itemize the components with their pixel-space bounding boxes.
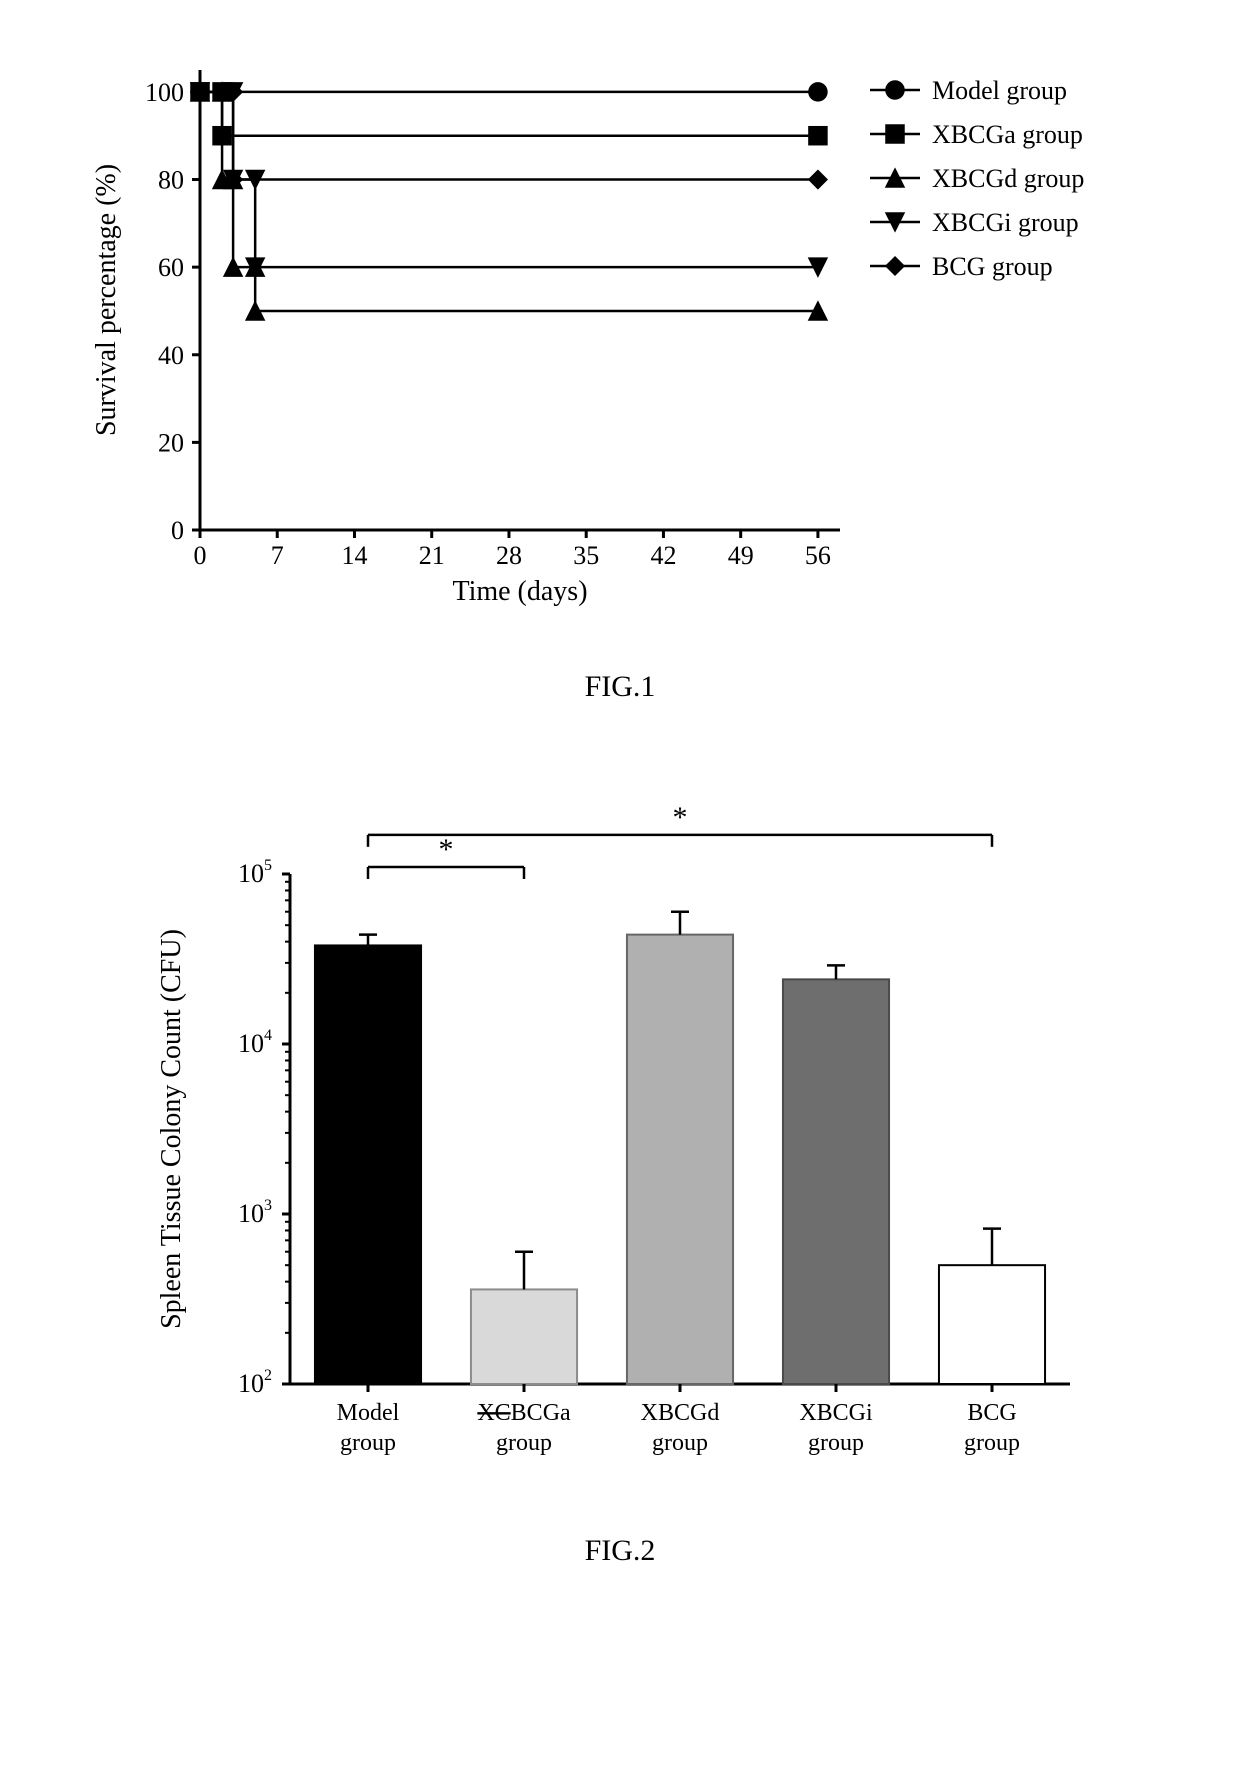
svg-text:102: 102 xyxy=(238,1367,272,1398)
svg-text:35: 35 xyxy=(573,541,599,570)
svg-text:Model: Model xyxy=(337,1400,400,1426)
svg-text:XBCGi group: XBCGi group xyxy=(932,208,1079,237)
svg-text:21: 21 xyxy=(419,541,445,570)
svg-text:60: 60 xyxy=(158,253,184,282)
svg-text:56: 56 xyxy=(805,541,831,570)
svg-text:BCG: BCG xyxy=(967,1400,1016,1426)
figure-1-block: 0 20 40 60 80 100 0 7 14 21 28 35 42 49 56 Time (days) S… xyxy=(60,40,1180,704)
svg-text:XBCGd group: XBCGd group xyxy=(932,164,1084,193)
svg-text:14: 14 xyxy=(341,541,367,570)
svg-text:XBCGa group: XBCGa group xyxy=(932,120,1083,149)
svg-text:group: group xyxy=(496,1430,552,1456)
figure-2-block: 102 103 104 105 Spleen Tissue Colony Count (… xyxy=(60,784,1180,1568)
svg-text:XBCGd: XBCGd xyxy=(641,1400,720,1426)
svg-text:100: 100 xyxy=(145,78,184,107)
svg-text:group: group xyxy=(652,1430,708,1456)
svg-text:Model group: Model group xyxy=(932,76,1067,105)
svg-text:Survival percentage (%): Survival percentage (%) xyxy=(91,164,122,436)
svg-text:XCBCGa: XCBCGa xyxy=(477,1400,571,1426)
svg-text:49: 49 xyxy=(728,541,754,570)
svg-text:0: 0 xyxy=(194,541,207,570)
svg-text:Time (days): Time (days) xyxy=(452,576,587,607)
cfu-bar-chart: 102 103 104 105 Spleen Tissue Colony Count (… xyxy=(60,784,1180,1504)
svg-text:0: 0 xyxy=(171,516,184,545)
svg-text:7: 7 xyxy=(271,541,284,570)
svg-text:Spleen Tissue Colony Count (CF: Spleen Tissue Colony Count (CFU) xyxy=(156,929,187,1329)
svg-text:group: group xyxy=(808,1430,864,1456)
svg-text:28: 28 xyxy=(496,541,522,570)
svg-text:group: group xyxy=(340,1430,396,1456)
svg-text:XBCGi: XBCGi xyxy=(799,1400,873,1426)
svg-text:BCG group: BCG group xyxy=(932,252,1053,281)
svg-text:104: 104 xyxy=(238,1027,272,1058)
figure-1-caption: FIG.1 xyxy=(60,670,1180,704)
page: 0 20 40 60 80 100 0 7 14 21 28 35 42 49 56 Time (days) S… xyxy=(0,0,1240,1708)
svg-text:*: * xyxy=(673,801,688,834)
svg-text:103: 103 xyxy=(238,1197,272,1228)
figure-2-caption: FIG.2 xyxy=(60,1534,1180,1568)
svg-text:105: 105 xyxy=(238,857,272,888)
svg-text:20: 20 xyxy=(158,428,184,457)
svg-text:*: * xyxy=(439,833,454,866)
svg-text:80: 80 xyxy=(158,166,184,195)
survival-chart: 0 20 40 60 80 100 0 7 14 21 28 35 42 49 56 Time (days) S… xyxy=(60,40,1180,640)
svg-text:42: 42 xyxy=(650,541,676,570)
svg-text:group: group xyxy=(964,1430,1020,1456)
svg-text:40: 40 xyxy=(158,341,184,370)
